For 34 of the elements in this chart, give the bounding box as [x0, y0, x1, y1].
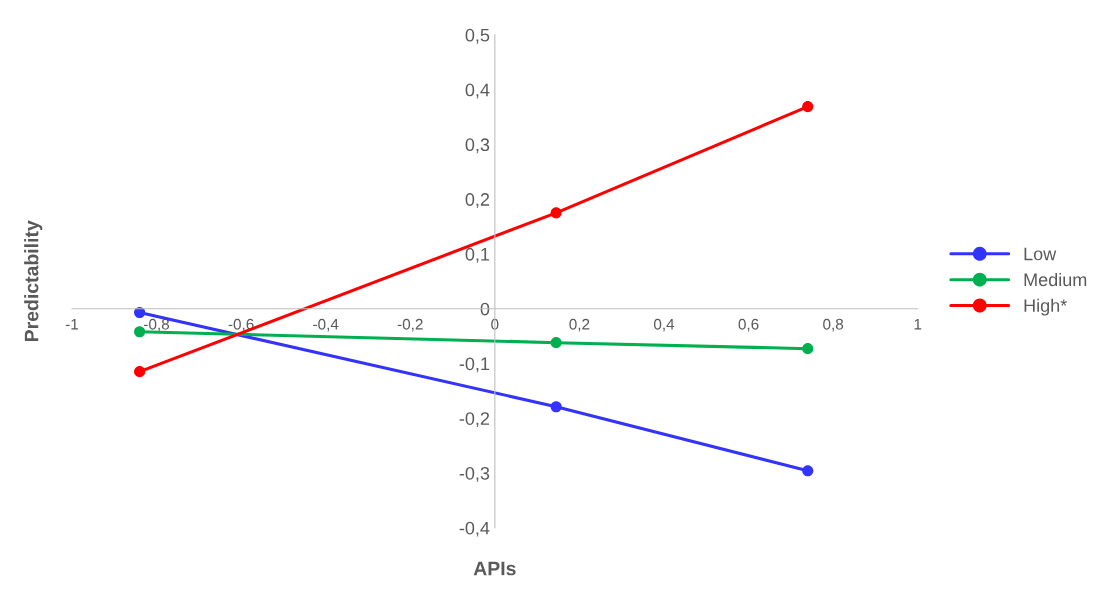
y-tick-label: -0,1 [459, 357, 490, 373]
y-tick-label: 0,3 [465, 138, 490, 154]
point [550, 207, 562, 219]
x-axis-title: APIs [473, 561, 516, 576]
x-tick-label: 1 [914, 318, 922, 330]
x-tick-label: 0,8 [823, 318, 844, 332]
x-tick-label: -0,2 [397, 318, 423, 332]
y-tick-label: 0,2 [465, 193, 490, 209]
point [550, 337, 562, 349]
x-tick-label: 0,2 [569, 318, 590, 332]
x-tick-label: 0 [491, 318, 499, 330]
point [802, 465, 814, 477]
legend-label: Medium [1024, 272, 1087, 287]
y-tick-label: -0,4 [459, 521, 490, 537]
legend-label: Low [1024, 247, 1057, 261]
y-tick-label: 0 [480, 302, 490, 316]
y-tick-label: 0,4 [465, 83, 490, 99]
y-tick-label: -0,2 [459, 412, 490, 428]
point [134, 306, 146, 319]
x-tick-label: -1 [65, 318, 78, 330]
point [802, 101, 814, 113]
y-tick-label: 0,1 [465, 247, 490, 263]
x-tick-label: 0,6 [738, 318, 759, 332]
y-axis-title: Predictability [24, 220, 43, 342]
y-tick-label: 0,5 [465, 28, 490, 44]
point [550, 401, 562, 413]
point [134, 366, 146, 378]
x-tick-label: -0,8 [144, 318, 170, 332]
x-tick-label: -0,4 [313, 318, 339, 332]
legend-label: High* [1024, 298, 1067, 316]
point [802, 343, 814, 355]
x-tick-label: 0,4 [653, 318, 675, 332]
y-tick-label: -0,3 [459, 466, 490, 482]
point [134, 326, 146, 338]
